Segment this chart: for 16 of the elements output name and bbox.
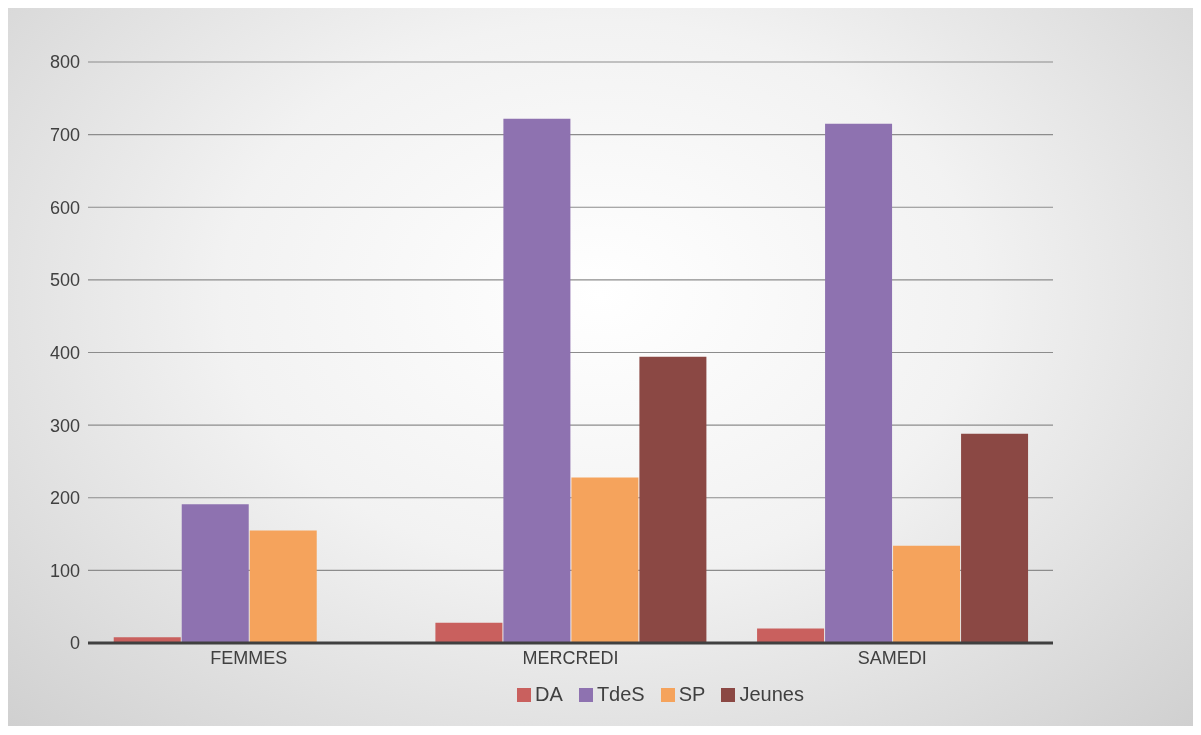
x-tick-label: SAMEDI xyxy=(857,647,927,668)
y-tick-label: 400 xyxy=(49,342,80,363)
y-tick-label: 800 xyxy=(49,52,80,73)
y-tick-label: 0 xyxy=(69,633,80,654)
y-tick-label: 700 xyxy=(49,125,80,146)
legend-label: DA xyxy=(535,683,563,706)
y-tick-label: 300 xyxy=(49,415,80,436)
legend-label: SP xyxy=(678,683,706,706)
y-tick-label: 500 xyxy=(49,270,80,291)
y-tick-label: 600 xyxy=(49,197,80,218)
x-tick-label: MERCREDI xyxy=(522,647,619,668)
legend-label: Jeunes xyxy=(739,683,804,706)
y-tick-label: 100 xyxy=(49,560,80,581)
y-tick-label: 200 xyxy=(49,488,80,509)
x-tick-label: FEMMES xyxy=(210,647,288,668)
legend-label: TdeS xyxy=(596,683,645,706)
